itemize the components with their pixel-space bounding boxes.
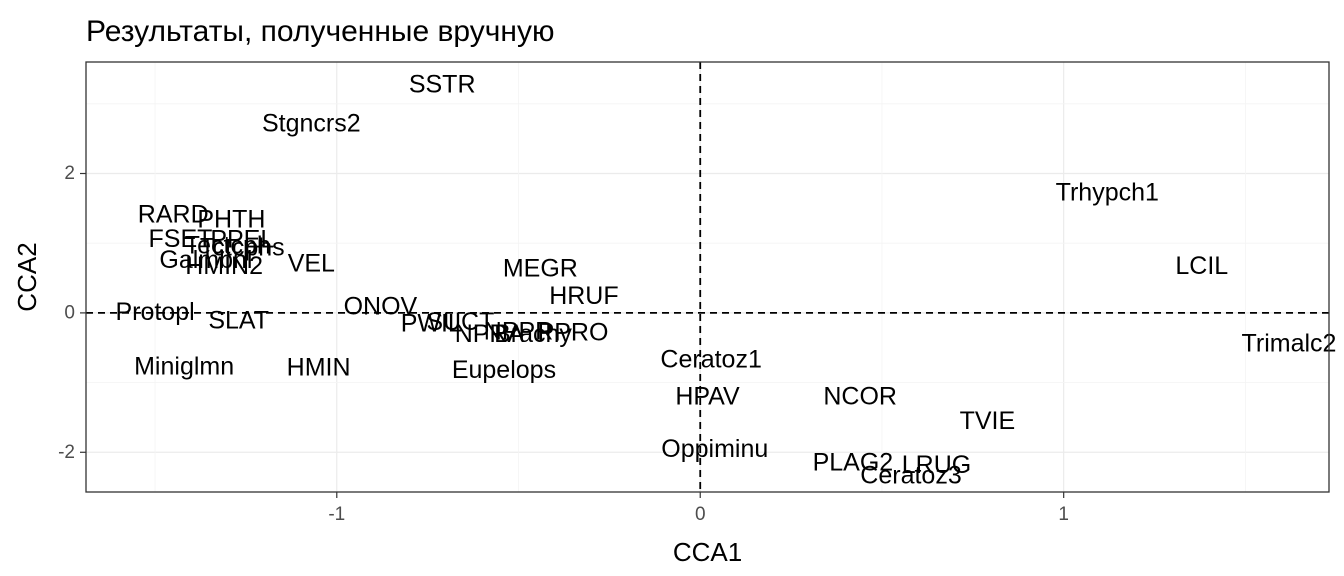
point-label: LCIL — [1175, 252, 1228, 280]
point-label: Protopl — [115, 298, 194, 326]
point-label: Ceratoz3 — [860, 461, 961, 489]
x-tick-label: 1 — [1058, 504, 1069, 525]
point-label: Stgncrs2 — [262, 109, 361, 137]
point-label: SSTR — [409, 70, 476, 98]
point-label: PLAG2 — [813, 449, 894, 477]
point-label: NPPR — [484, 318, 553, 346]
point-label: NCOR — [823, 383, 897, 411]
y-tick-label: 2 — [64, 163, 75, 184]
panel-border — [85, 61, 1330, 493]
point-labels: SSTR Stgncrs2 Trhypch1 RARDPHTHFSETPPELTect… — [115, 70, 1336, 489]
point-label: SUCT — [426, 308, 494, 336]
y-tick-label: -2 — [58, 442, 75, 463]
point-label: Trhypch1 — [1056, 178, 1159, 206]
y-axis-title: CCA2 — [12, 242, 42, 311]
point-label: Tectcph — [185, 231, 271, 259]
point-label: Brachy — [494, 320, 572, 348]
point-label: PHTH — [197, 206, 265, 234]
point-label: HMIN2 — [185, 252, 263, 280]
point-label: Trimalc2 — [1242, 330, 1337, 358]
point-label: Miniglmn — [134, 353, 234, 381]
axis-ticks: -1 0 1 -2 0 2 — [58, 163, 1069, 525]
point-label: SLAT — [208, 307, 269, 335]
point-label: PPEL — [210, 226, 274, 254]
point-label: PPRO — [538, 318, 609, 346]
point-label: Galmbnl — [159, 246, 252, 274]
point-label: LRUG — [902, 451, 971, 479]
point-label: VEL — [288, 249, 335, 277]
point-label: RARD — [138, 201, 209, 229]
point-label: Oppiminu — [661, 435, 768, 463]
point-label: Eupelops — [452, 356, 556, 384]
point-label: NPRA — [455, 320, 525, 348]
point-label: FSET — [149, 225, 213, 253]
point-label: MEGR — [503, 254, 578, 282]
point-label: HMIN — [287, 353, 351, 381]
x-axis-title: CCA1 — [673, 537, 742, 567]
y-tick-label: 0 — [64, 302, 75, 323]
point-label: PWIL — [401, 309, 462, 337]
point-label: HPAV — [675, 383, 740, 411]
x-tick-label: -1 — [328, 504, 345, 525]
point-label: Tctcphs — [200, 233, 285, 261]
point-label: ONOV — [344, 293, 418, 321]
chart-title: Результаты, полученные вручную — [86, 15, 554, 48]
point-label: Ceratoz1 — [660, 346, 761, 374]
point-label: HRUF — [549, 282, 618, 310]
reference-lines — [86, 62, 1329, 492]
point-label: TVIE — [960, 407, 1016, 435]
x-tick-label: 0 — [695, 504, 706, 525]
